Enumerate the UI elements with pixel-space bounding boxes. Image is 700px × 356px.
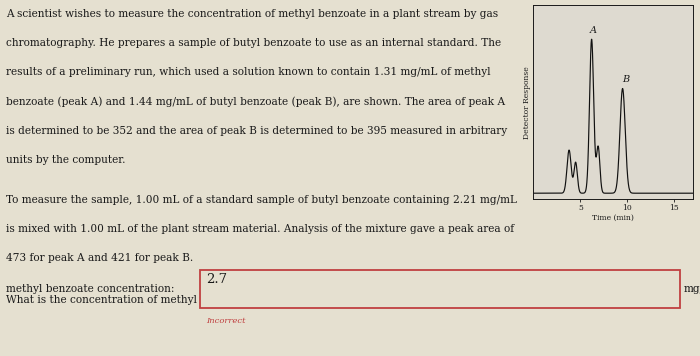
Text: units by the computer.: units by the computer. <box>6 155 125 165</box>
Text: Incorrect: Incorrect <box>206 317 245 325</box>
Text: What is the concentration of methyl benzoate in the plant stream?: What is the concentration of methyl benz… <box>6 295 358 305</box>
Text: chromatography. He prepares a sample of butyl benzoate to use as an internal sta: chromatography. He prepares a sample of … <box>6 38 500 48</box>
Text: A: A <box>589 26 596 35</box>
Text: results of a preliminary run, which used a solution known to contain 1.31 mg/mL : results of a preliminary run, which used… <box>6 67 490 77</box>
Text: benzoate (peak A) and 1.44 mg/mL of butyl benzoate (peak B), are shown. The area: benzoate (peak A) and 1.44 mg/mL of buty… <box>6 96 505 107</box>
Text: 473 for peak A and 421 for peak B.: 473 for peak A and 421 for peak B. <box>6 253 192 263</box>
FancyBboxPatch shape <box>200 270 680 308</box>
Text: is determined to be 352 and the area of peak B is determined to be 395 measured : is determined to be 352 and the area of … <box>6 126 507 136</box>
Text: A scientist wishes to measure the concentration of methyl benzoate in a plant st: A scientist wishes to measure the concen… <box>6 9 498 19</box>
Text: B: B <box>622 75 629 84</box>
Text: mg/mL: mg/mL <box>684 284 700 294</box>
Y-axis label: Detector Response: Detector Response <box>523 66 531 139</box>
Text: methyl benzoate concentration:: methyl benzoate concentration: <box>6 284 174 294</box>
Text: is mixed with 1.00 mL of the plant stream material. Analysis of the mixture gave: is mixed with 1.00 mL of the plant strea… <box>6 224 514 234</box>
Text: To measure the sample, 1.00 mL of a standard sample of butyl benzoate containing: To measure the sample, 1.00 mL of a stan… <box>6 195 517 205</box>
Text: 2.7: 2.7 <box>206 273 227 286</box>
X-axis label: Time (min): Time (min) <box>592 214 634 221</box>
